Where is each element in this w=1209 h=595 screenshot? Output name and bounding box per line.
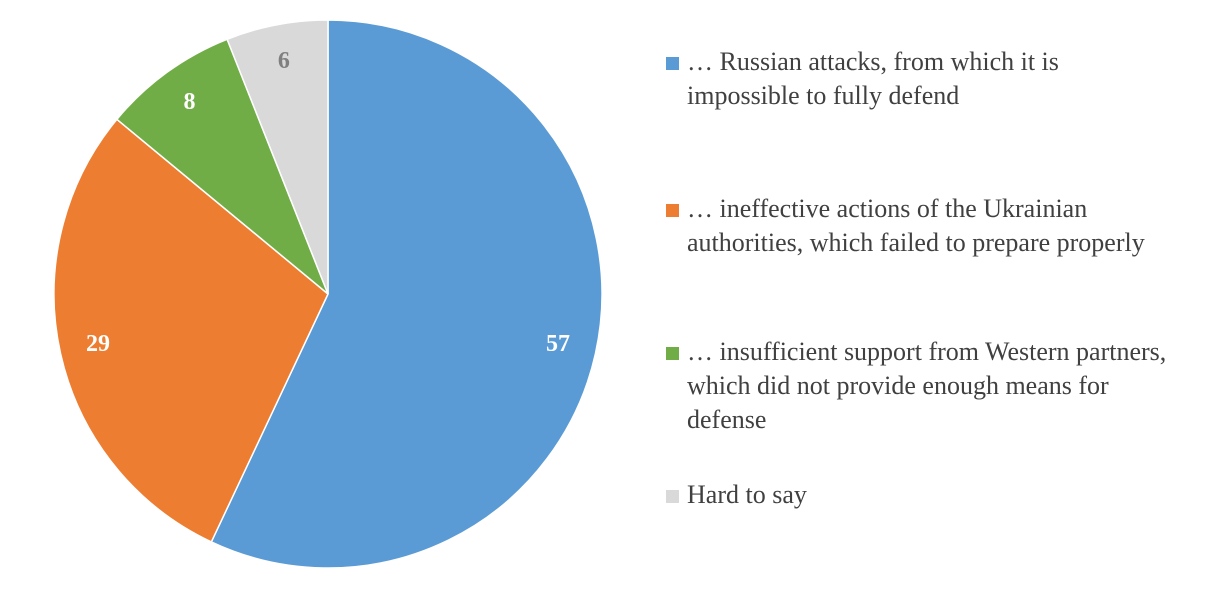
legend-label-insufficient-support: … insufficient support from Western part… — [687, 337, 1167, 434]
legend-item-hard-to-say: Hard to say — [666, 478, 1167, 512]
legend-item-ineffective-actions: … ineffective actions of the Ukrainian a… — [666, 192, 1167, 260]
legend-label-hard-to-say: Hard to say — [687, 480, 807, 509]
legend-item-russian-attacks: … Russian attacks, from which it is impo… — [666, 45, 1167, 113]
pie-slice-russian-attacks — [210, 19, 603, 569]
legend-swatch-hard-to-say — [666, 490, 679, 503]
pie-slice-ineffective-actions — [53, 118, 329, 543]
legend-label-ineffective-actions: … ineffective actions of the Ukrainian a… — [687, 194, 1145, 257]
pie-slice-hard-to-say — [226, 19, 329, 295]
data-label-russian-attacks: 57 — [546, 331, 570, 357]
legend-swatch-insufficient-support — [666, 347, 679, 360]
legend-label-russian-attacks: … Russian attacks, from which it is impo… — [687, 47, 1059, 110]
data-label-insufficient-support: 8 — [183, 89, 195, 115]
data-label-ineffective-actions: 29 — [86, 331, 110, 357]
legend-swatch-russian-attacks — [666, 57, 679, 70]
legend-swatch-ineffective-actions — [666, 204, 679, 217]
pie-slice-insufficient-support — [115, 38, 329, 295]
legend-item-insufficient-support: … insufficient support from Western part… — [666, 335, 1167, 437]
data-label-hard-to-say: 6 — [278, 48, 290, 74]
